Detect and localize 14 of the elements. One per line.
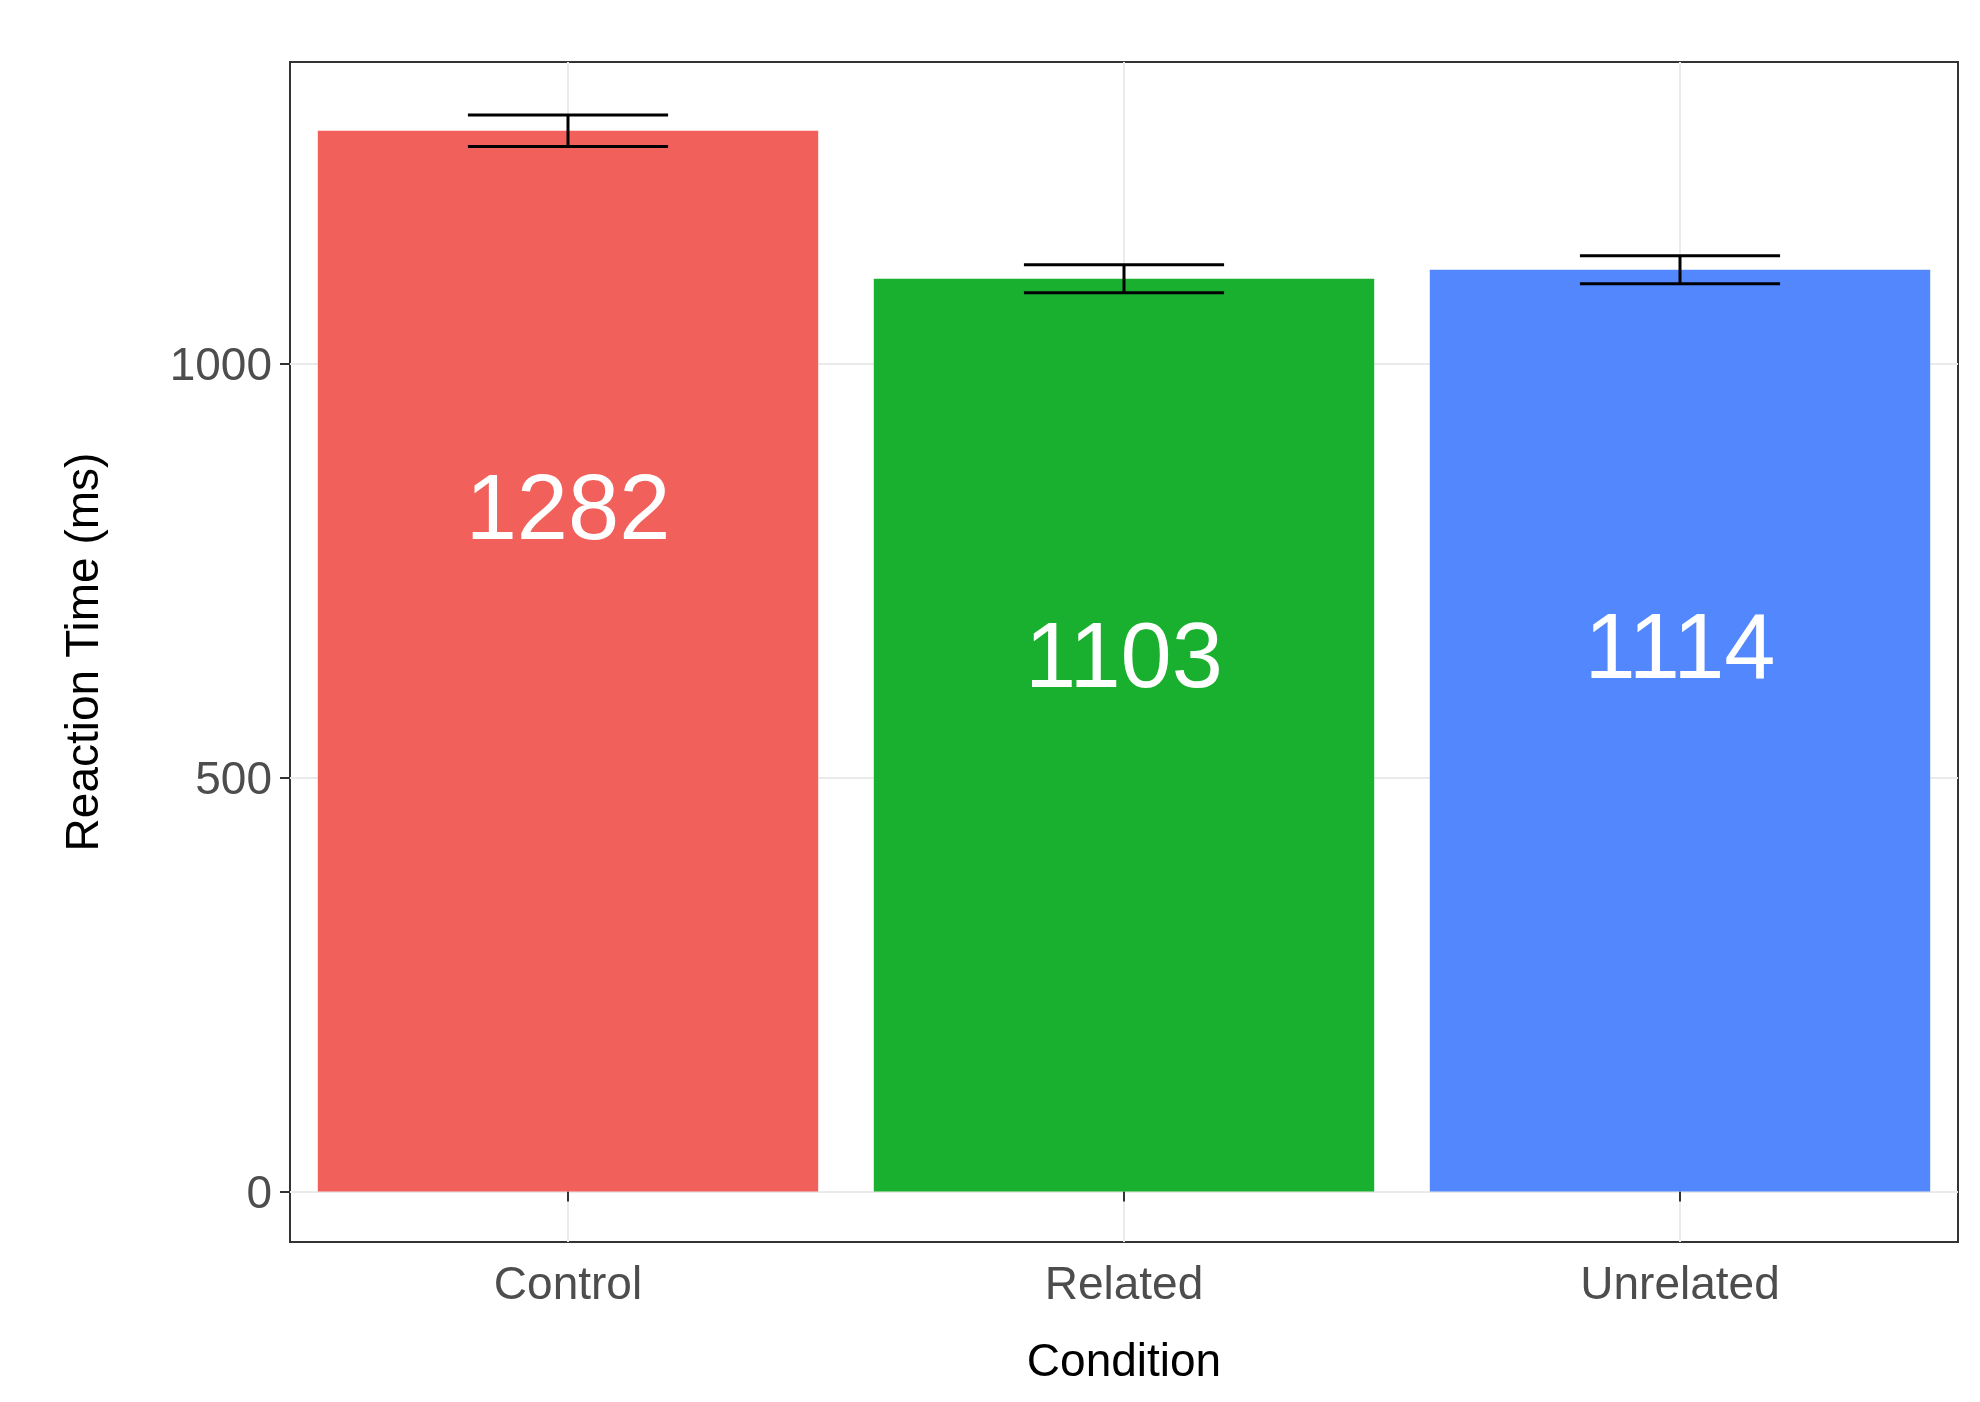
data-label: 1114: [1584, 594, 1776, 697]
x-tick-label: Unrelated: [1580, 1257, 1780, 1309]
x-tick-label: Related: [1044, 1257, 1204, 1309]
bar: [873, 278, 1375, 1192]
data-label: 1282: [465, 455, 671, 558]
data-label: 1103: [1025, 603, 1223, 706]
y-tick-label: 1000: [169, 338, 272, 391]
x-axis-title: Condition: [1026, 1334, 1222, 1386]
bar: [1429, 269, 1931, 1192]
y-axis-title: Reaction Time (ms): [56, 452, 108, 852]
x-tick-label: Control: [493, 1257, 643, 1309]
y-tick-label: 0: [246, 1165, 272, 1218]
y-tick-label: 500: [195, 751, 272, 804]
bar: [317, 130, 819, 1192]
